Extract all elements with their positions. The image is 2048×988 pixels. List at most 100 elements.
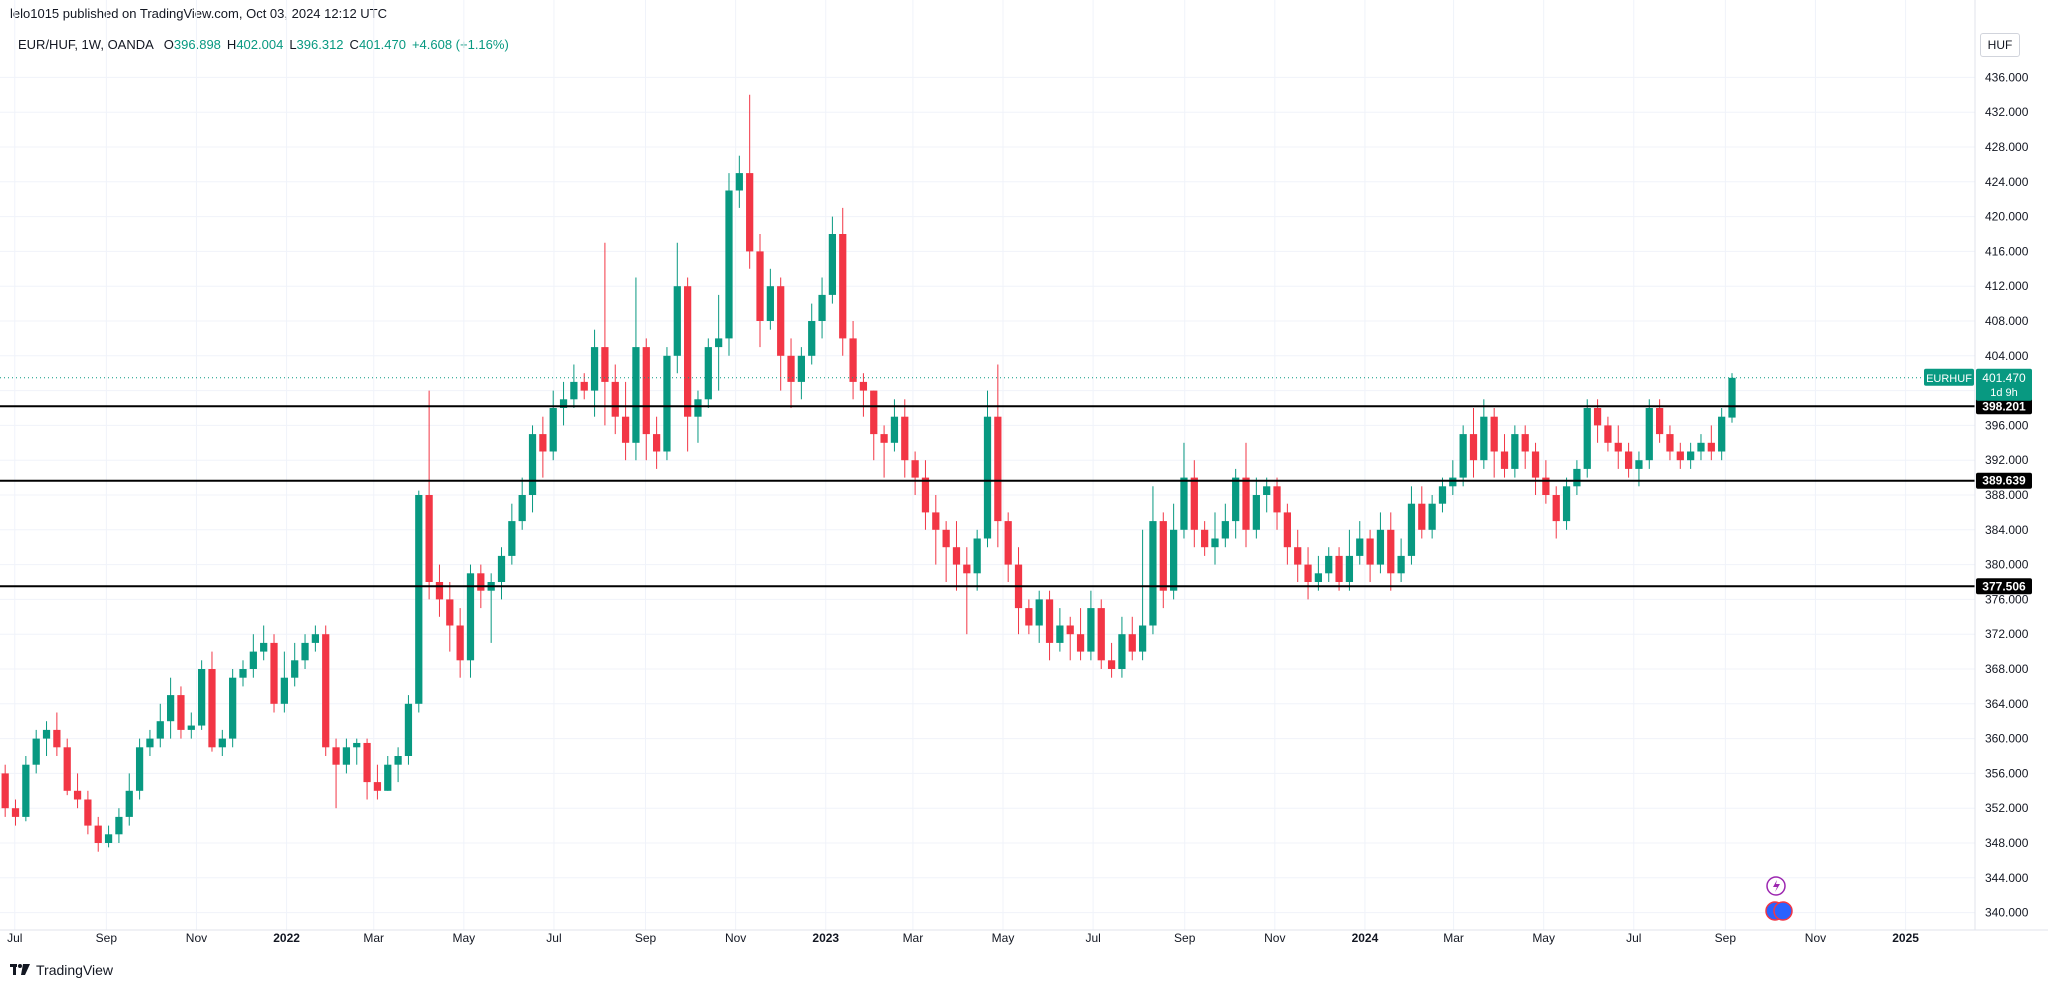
event-markers[interactable] <box>1765 876 1793 921</box>
candle <box>1500 434 1509 478</box>
candle <box>322 625 330 756</box>
x-tick-label: May <box>1532 931 1555 945</box>
x-tick-label: Mar <box>363 931 384 945</box>
candle-body <box>1593 408 1602 426</box>
candle <box>508 503 516 565</box>
candle <box>1376 512 1385 574</box>
candle <box>332 738 340 809</box>
candle-body <box>208 669 216 748</box>
candle-body <box>818 294 826 321</box>
x-tick-label: Jul <box>546 931 561 945</box>
candle <box>53 712 61 756</box>
candle <box>435 564 444 617</box>
candle <box>249 634 257 678</box>
candle <box>94 816 102 852</box>
lightning-icon[interactable] <box>1766 876 1786 896</box>
candle <box>539 416 547 478</box>
candle-body <box>384 764 392 791</box>
candle-body <box>291 660 299 678</box>
candle <box>932 495 940 565</box>
candle-body <box>1304 564 1312 582</box>
candle <box>125 773 133 826</box>
candle <box>1469 408 1478 478</box>
x-tick-label: 2024 <box>1352 931 1379 945</box>
candle <box>280 651 288 713</box>
candle-body <box>1107 660 1116 669</box>
candle <box>1459 425 1467 487</box>
last-price-bg <box>1976 368 2032 401</box>
horizontal-levels[interactable] <box>0 377 1975 588</box>
candle <box>1149 486 1157 635</box>
currency-button[interactable]: HUF <box>1980 33 2020 57</box>
candle <box>1014 547 1023 635</box>
last-price-label: 401.470 1d 9h <box>1976 368 2032 401</box>
candle <box>890 399 899 452</box>
y-tick-label: 372.000 <box>1985 627 2029 641</box>
candle <box>1273 477 1281 530</box>
candle <box>1687 442 1695 469</box>
candle-body <box>1 773 9 809</box>
candle <box>673 242 681 374</box>
candle <box>260 625 268 661</box>
candle <box>1345 529 1354 591</box>
candle-body <box>559 399 568 408</box>
candle-body <box>952 547 961 565</box>
candle-body <box>1718 416 1726 452</box>
candle <box>22 756 30 822</box>
candle-body <box>911 460 919 478</box>
candle-body <box>1242 477 1250 530</box>
candle-body <box>1614 442 1622 452</box>
y-tick-label: 424.000 <box>1985 175 2029 189</box>
y-tick-label: 364.000 <box>1985 697 2029 711</box>
candle-body <box>73 790 82 800</box>
candle <box>270 634 278 713</box>
candle <box>1366 529 1374 582</box>
candle-body <box>601 347 609 382</box>
candle-body <box>1449 477 1457 487</box>
candle-body <box>1149 521 1157 626</box>
candle <box>1045 590 1054 661</box>
candle <box>425 390 433 600</box>
symbol-name[interactable]: EUR/HUF, 1W, OANDA <box>18 37 154 52</box>
candle <box>756 234 764 348</box>
x-tick-label: Sep <box>635 931 657 945</box>
events-icon[interactable] <box>1765 901 1793 921</box>
candle <box>1707 425 1715 461</box>
candle <box>1511 425 1519 478</box>
y-tick-label: 392.000 <box>1985 453 2029 467</box>
brand-name: TradingView <box>36 962 114 978</box>
candle-body <box>1697 442 1705 452</box>
x-tick-label: 2023 <box>812 931 839 945</box>
publisher-line: lelo1015 published on TradingView.com, O… <box>10 6 387 21</box>
candle-body <box>446 599 454 626</box>
candle-body <box>1438 486 1447 504</box>
candle <box>1624 442 1633 478</box>
candle <box>704 338 712 408</box>
candle-body <box>756 251 764 321</box>
y-tick-label: 412.000 <box>1985 279 2029 293</box>
candle <box>1697 434 1705 461</box>
candle-body <box>229 677 237 739</box>
candle-body <box>808 321 816 356</box>
candle <box>1201 521 1209 556</box>
countdown-text: 1d 9h <box>1990 387 2018 399</box>
y-tick-label: 396.000 <box>1985 418 2029 432</box>
candle <box>301 634 309 669</box>
candle <box>1480 399 1488 469</box>
footer-brand[interactable]: TradingView <box>10 960 113 980</box>
level-label-text: 377.506 <box>1982 579 2026 593</box>
x-tick-label: 2025 <box>1892 931 1919 945</box>
level-label-text: 389.639 <box>1982 474 2026 488</box>
candle-body <box>135 747 144 791</box>
candle <box>208 651 216 752</box>
candle-body <box>870 390 878 435</box>
candle <box>1035 590 1043 643</box>
candle <box>1097 599 1105 669</box>
candle-body <box>1511 434 1519 469</box>
candle <box>1521 425 1529 469</box>
x-tick-label: Sep <box>96 931 118 945</box>
candle-body <box>435 582 444 600</box>
candle-body <box>1180 477 1188 530</box>
candle-body <box>1159 521 1167 591</box>
